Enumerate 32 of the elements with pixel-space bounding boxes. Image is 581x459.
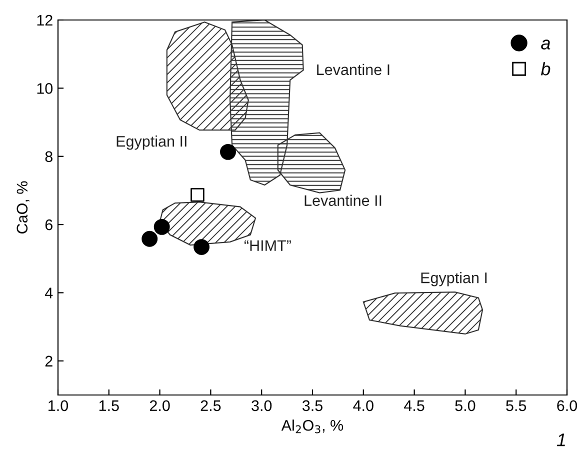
x-tick-label: 3.0	[252, 400, 272, 412]
x-tick-label: 2.0	[150, 400, 170, 412]
text: 1	[556, 434, 565, 446]
point	[190, 188, 204, 202]
x-tick-label: 4.5	[404, 400, 424, 412]
x-axis-title: Al$_{2}$O$_{3}$, %	[281, 420, 344, 434]
annotation: Levantine II	[304, 194, 382, 206]
annotation: “HIMT”	[244, 240, 291, 251]
x-tick-label: 1.5	[99, 400, 119, 412]
annotation: Egyptian I	[421, 272, 487, 286]
x-tick-label: 3.5	[302, 400, 322, 412]
x-tick-label: 6.0	[557, 400, 578, 412]
y-tick-label: 6	[45, 219, 52, 230]
point	[142, 230, 158, 247]
point	[154, 218, 170, 235]
point	[194, 239, 210, 256]
legend-label: a	[541, 40, 550, 50]
legend-label: b	[540, 62, 550, 76]
y-tick-label: 2	[45, 356, 52, 366]
y-tick-label: 10	[37, 83, 53, 94]
y-tick-label: 4	[44, 288, 53, 298]
y-tick-label: 8	[45, 151, 52, 162]
x-tick-label: 4.0	[353, 400, 374, 412]
annotation: Levantine I	[317, 64, 390, 76]
x-tick-label: 5.5	[506, 400, 526, 412]
annotation: Egyptian II	[116, 136, 186, 150]
x-tick-label: 2.5	[200, 400, 221, 412]
x-tick-label: 5.0	[455, 400, 476, 412]
x-tick-label: 1.0	[48, 400, 68, 412]
y-tick-label: 12	[37, 14, 52, 26]
point	[220, 144, 236, 160]
y-axis-title: CaO, %	[16, 181, 30, 234]
